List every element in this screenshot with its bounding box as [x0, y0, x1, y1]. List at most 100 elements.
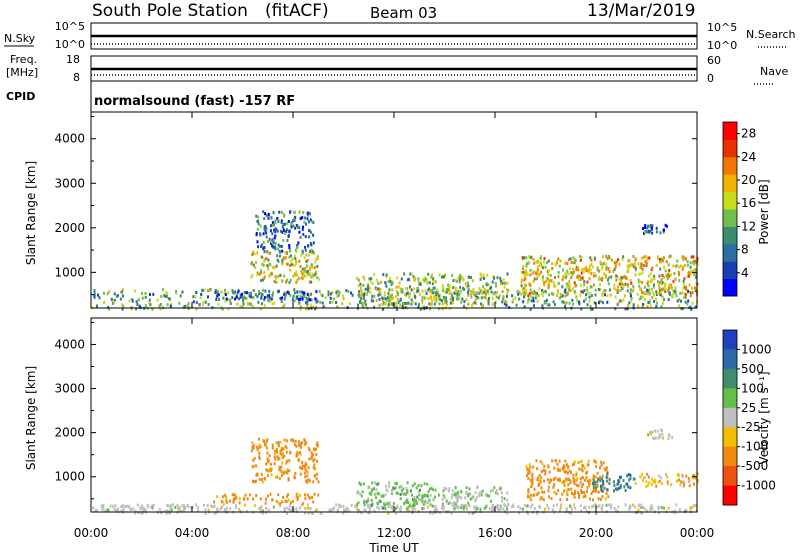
echo-cell — [460, 506, 463, 510]
echo-cell — [566, 463, 568, 467]
echo-cell — [382, 494, 385, 498]
echo-cell — [365, 500, 368, 504]
echo-cell — [272, 266, 275, 270]
echo-cell — [187, 302, 190, 306]
echo-cell — [304, 475, 307, 479]
echo-cell — [342, 511, 345, 515]
echo-cell — [575, 265, 578, 269]
echo-cell — [666, 482, 669, 486]
echo-cell — [262, 263, 265, 267]
echo-cell — [573, 482, 576, 486]
echo-cell — [586, 268, 588, 272]
echo-cell — [236, 291, 239, 295]
echo-cell — [373, 509, 376, 513]
echo-cell — [552, 292, 555, 296]
echo-cell — [311, 250, 314, 254]
echo-cell — [451, 493, 454, 497]
echo-cell — [390, 295, 392, 299]
echo-cell — [546, 303, 549, 307]
echo-cell — [665, 472, 668, 476]
echo-cell — [520, 284, 523, 288]
echo-cell — [540, 470, 543, 473]
echo-cell — [682, 265, 684, 269]
echo-cell — [418, 498, 420, 502]
echo-cell — [144, 291, 147, 295]
echo-cell — [170, 508, 173, 512]
echo-cell — [294, 257, 297, 260]
echo-cell — [449, 500, 452, 504]
echo-cell — [178, 506, 181, 510]
echo-cell — [260, 269, 262, 273]
echo-cell — [192, 295, 195, 299]
echo-cell — [251, 441, 254, 445]
echo-cell — [235, 295, 238, 299]
echo-cell — [643, 507, 646, 510]
echo-cell — [314, 509, 317, 513]
echo-cell — [263, 439, 266, 443]
echo-cell — [696, 262, 699, 266]
echo-cell — [286, 468, 289, 472]
echo-cell — [417, 287, 420, 291]
echo-cell — [279, 468, 282, 472]
echo-cell — [499, 276, 502, 280]
echo-cell — [245, 291, 248, 295]
echo-cell — [427, 272, 430, 276]
echo-cell — [307, 511, 310, 515]
echo-cell — [623, 294, 626, 298]
echo-cell — [310, 275, 312, 279]
echo-cell — [615, 487, 617, 491]
echo-cell — [273, 228, 275, 232]
echo-cell — [568, 301, 571, 305]
echo-cell — [531, 482, 534, 486]
echo-cell — [271, 224, 274, 227]
power-colorbar-segment — [723, 278, 737, 297]
echo-cell — [210, 504, 213, 508]
echo-cell — [182, 305, 185, 309]
echo-cell — [540, 490, 543, 494]
echo-cell — [436, 508, 439, 512]
echo-cell — [647, 433, 650, 437]
echo-cell — [614, 261, 616, 265]
echo-cell — [674, 291, 677, 295]
echo-cell — [590, 272, 593, 276]
echo-cell — [258, 455, 261, 459]
echo-cell — [281, 259, 284, 263]
echo-cell — [502, 295, 505, 299]
echo-cell — [213, 511, 216, 515]
echo-cell — [369, 505, 372, 509]
echo-cell — [395, 507, 397, 510]
echo-cell — [517, 504, 520, 508]
echo-cell — [312, 480, 315, 484]
echo-cell — [499, 507, 502, 511]
echo-cell — [554, 276, 556, 279]
echo-cell — [262, 278, 265, 282]
echo-cell — [540, 476, 543, 480]
echo-cell — [217, 302, 220, 306]
echo-cell — [285, 230, 288, 234]
echo-cell — [264, 442, 267, 446]
echo-cell — [565, 479, 568, 483]
echo-cell — [294, 215, 297, 219]
echo-cell — [345, 289, 348, 293]
echo-cell — [565, 292, 568, 296]
echo-cell — [252, 458, 255, 462]
echo-cell — [624, 503, 627, 507]
echo-cell — [596, 471, 599, 475]
echo-cell — [623, 485, 626, 489]
echo-cell — [573, 503, 575, 507]
echo-cell — [331, 300, 334, 304]
echo-cell — [640, 506, 643, 509]
echo-cell — [569, 267, 571, 270]
echo-cell — [289, 501, 292, 505]
power-colorbar-tick-label: 4 — [741, 266, 749, 280]
echo-cell — [376, 505, 379, 509]
echo-cell — [608, 478, 611, 482]
echo-cell — [343, 508, 345, 512]
echo-cell — [255, 479, 257, 483]
echo-cell — [252, 289, 255, 292]
echo-cell — [606, 278, 609, 282]
echo-cell — [387, 505, 390, 509]
echo-cell — [558, 459, 561, 463]
echo-cell — [385, 484, 388, 488]
